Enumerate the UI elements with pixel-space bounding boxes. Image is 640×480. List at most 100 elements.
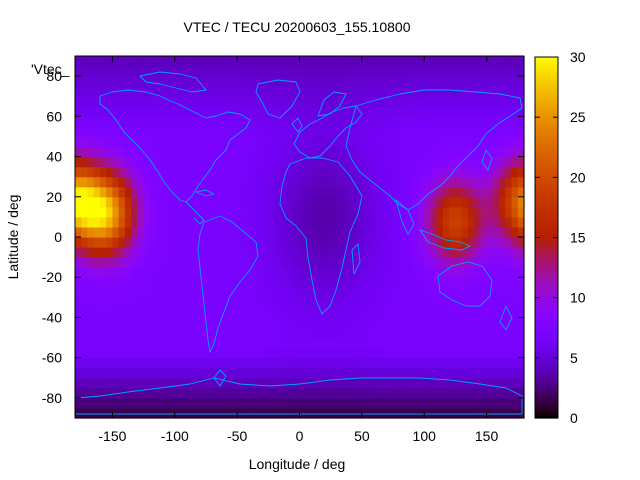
heatmap-cell: [380, 397, 388, 409]
heatmap-cell: [499, 156, 506, 168]
heatmap-cell: [249, 397, 257, 409]
heatmap-cell: [492, 327, 500, 339]
heatmap-cell: [205, 317, 213, 329]
heatmap-cell: [442, 317, 450, 329]
heatmap-cell: [455, 277, 463, 288]
heatmap-cell: [230, 257, 238, 268]
heatmap-cell: [355, 267, 363, 278]
heatmap-cell: [93, 96, 101, 107]
heatmap-cell: [193, 317, 201, 329]
heatmap-cell: [187, 176, 195, 188]
heatmap-cell: [505, 76, 513, 87]
heatmap-cell: [368, 106, 375, 117]
heatmap-cell: [349, 287, 357, 298]
heatmap-cell: [274, 347, 282, 359]
heatmap-cell: [255, 387, 263, 399]
heatmap-cell: [480, 76, 488, 87]
heatmap-cell: [442, 86, 450, 97]
heatmap-cell: [486, 297, 494, 308]
heatmap-cell: [299, 367, 307, 379]
heatmap-cell: [449, 76, 457, 87]
heatmap-cell: [411, 226, 419, 238]
heatmap-cell: [218, 317, 226, 329]
heatmap-cell: [268, 106, 276, 117]
heatmap-cell: [492, 226, 500, 238]
heatmap-cell: [243, 347, 251, 359]
heatmap-cell: [380, 307, 388, 319]
heatmap-cell: [499, 367, 506, 379]
heatmap-cell: [75, 367, 82, 379]
heatmap-cell: [461, 357, 469, 369]
heatmap-cell: [243, 277, 251, 288]
heatmap-cell: [99, 387, 107, 399]
colorbar-step: [535, 222, 558, 227]
heatmap-cell: [193, 66, 201, 77]
heatmap-cell: [162, 76, 170, 87]
heatmap-cell: [224, 347, 232, 359]
heatmap-cell: [230, 116, 238, 127]
heatmap-cell: [511, 287, 519, 298]
heatmap-cell: [318, 106, 326, 117]
heatmap-cell: [411, 186, 419, 198]
heatmap-cell: [149, 347, 157, 359]
heatmap-cell: [218, 397, 226, 409]
heatmap-cell: [187, 337, 195, 349]
heatmap-cell: [424, 56, 432, 67]
heatmap-cell: [106, 407, 114, 419]
heatmap-cell: [118, 287, 126, 298]
colorbar-step: [535, 219, 558, 224]
heatmap-cell: [386, 267, 394, 278]
heatmap-cell: [174, 96, 182, 107]
heatmap-cell: [461, 96, 469, 107]
heatmap-cell: [467, 407, 475, 419]
heatmap-cell: [424, 367, 432, 379]
heatmap-cell: [212, 357, 220, 369]
heatmap-cell: [137, 136, 145, 148]
heatmap-cell: [480, 196, 488, 208]
heatmap-cell: [311, 377, 319, 389]
heatmap-cell: [112, 237, 120, 248]
heatmap-cell: [386, 377, 394, 389]
heatmap-cell: [149, 216, 157, 228]
heatmap-cell: [386, 126, 394, 138]
heatmap-cell: [93, 397, 101, 409]
heatmap-cell: [162, 106, 170, 117]
heatmap-cell: [368, 66, 375, 77]
heatmap-cell: [293, 196, 301, 208]
heatmap-cell: [187, 267, 195, 278]
heatmap-cell: [411, 206, 419, 218]
heatmap-cell: [474, 367, 481, 379]
heatmap-cell: [106, 327, 114, 339]
heatmap-cell: [442, 66, 450, 77]
heatmap-cell: [330, 377, 338, 389]
heatmap-cell: [243, 216, 251, 228]
heatmap-cell: [318, 337, 326, 349]
heatmap-cell: [386, 166, 394, 178]
heatmap-cell: [336, 86, 344, 97]
heatmap-cell: [330, 206, 338, 218]
heatmap-cell: [224, 226, 232, 238]
heatmap-cell: [355, 126, 363, 138]
heatmap-cell: [311, 226, 319, 238]
heatmap-cell: [517, 387, 525, 399]
colorbar-tick-label: 15: [570, 230, 586, 246]
heatmap-cell: [361, 367, 369, 379]
heatmap-cell: [112, 196, 120, 208]
heatmap-cell: [174, 216, 182, 228]
heatmap-cell: [324, 196, 332, 208]
heatmap-cell: [199, 206, 207, 218]
heatmap-cell: [399, 357, 407, 369]
heatmap-cell: [486, 136, 494, 148]
heatmap-cell: [324, 106, 332, 117]
heatmap-cell: [274, 237, 282, 248]
heatmap-cell: [517, 76, 525, 87]
colorbar-step: [535, 279, 558, 284]
heatmap-cell: [368, 387, 375, 399]
heatmap-cell: [255, 146, 263, 158]
coastline-north-america: [99, 89, 251, 203]
heatmap-cell: [368, 297, 375, 308]
heatmap-cell: [467, 277, 475, 288]
heatmap-cell: [75, 377, 82, 389]
heatmap-cell: [361, 176, 369, 188]
heatmap-cell: [393, 397, 400, 409]
